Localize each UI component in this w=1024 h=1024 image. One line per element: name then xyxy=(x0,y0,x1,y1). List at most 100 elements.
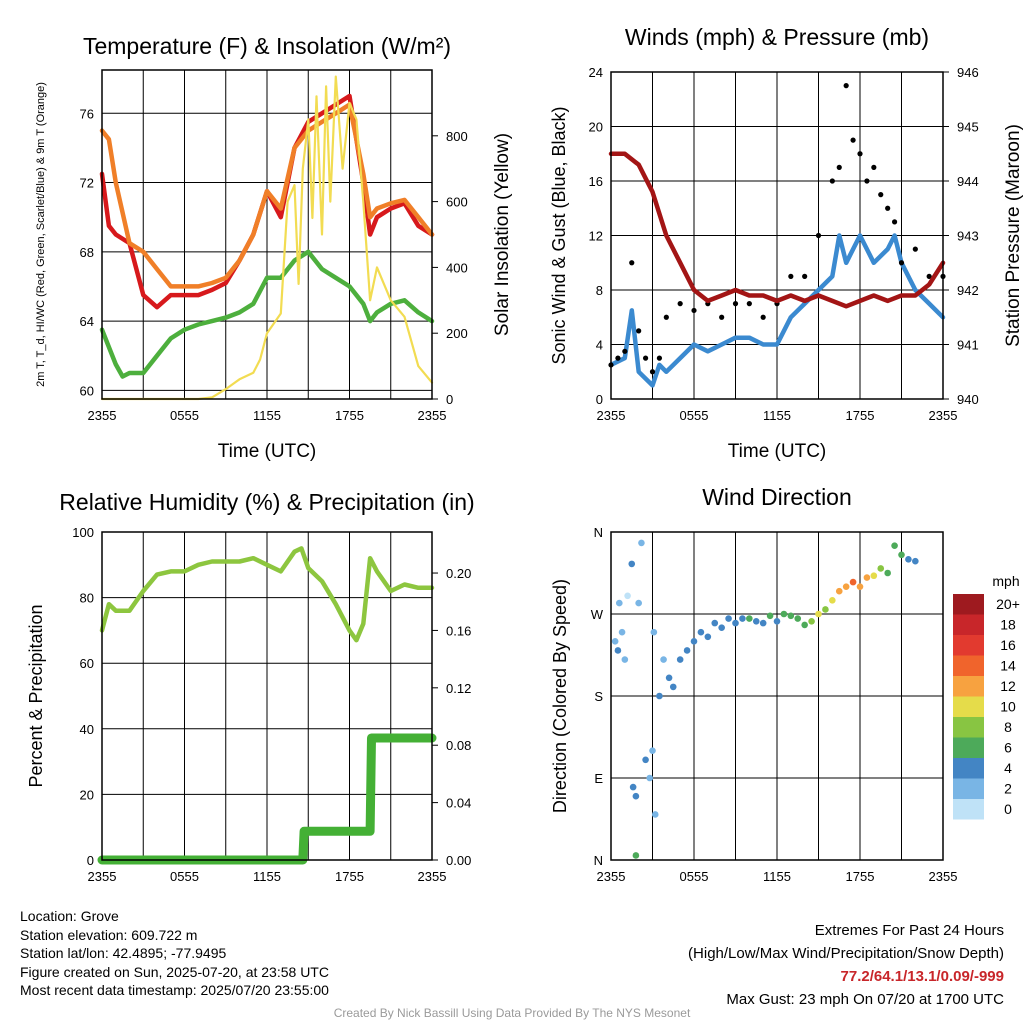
y-tick-label-left: 16 xyxy=(589,174,603,189)
direction-point xyxy=(787,612,795,620)
legend-label: 14 xyxy=(1000,658,1016,674)
gust-marker xyxy=(663,314,669,320)
legend-label: 16 xyxy=(1000,637,1016,653)
gust-marker xyxy=(691,307,697,314)
y-tick-label-right: 0 xyxy=(446,392,453,407)
gust-marker xyxy=(677,301,683,307)
x-tick-label: 2355 xyxy=(597,869,626,884)
direction-point xyxy=(651,811,659,818)
y-tick-label-right: 400 xyxy=(446,260,468,275)
direction-point xyxy=(665,674,673,682)
legend-title: mph xyxy=(992,573,1019,589)
y-tick-label-right: 946 xyxy=(957,65,979,80)
y-tick-label-right: 942 xyxy=(957,283,979,298)
y-tick-label-left: 24 xyxy=(589,65,603,80)
figure-created: Figure created on Sun, 2025-07-20, at 23… xyxy=(20,963,329,980)
gust-marker xyxy=(622,348,628,354)
legend-swatch xyxy=(953,778,984,799)
x-tick-label: 1755 xyxy=(846,869,875,884)
y-tick-label-right: 0.20 xyxy=(446,566,471,581)
y-tick-label-left: 76 xyxy=(80,106,94,121)
gust-marker xyxy=(836,164,842,170)
direction-point xyxy=(642,756,649,764)
legend-swatch xyxy=(953,655,984,676)
direction-point xyxy=(711,619,719,627)
y-tick-label-left: 68 xyxy=(80,245,94,260)
direction-point xyxy=(618,628,626,636)
y-tick-label-right: 200 xyxy=(446,326,468,341)
direction-point xyxy=(766,612,774,620)
plot-frame xyxy=(610,71,944,400)
direction-point xyxy=(773,617,781,625)
direction-point xyxy=(638,539,645,547)
y-tick-label-right: 940 xyxy=(957,392,979,407)
gust-marker xyxy=(615,355,621,361)
y-tick-label-left: 60 xyxy=(80,656,94,671)
y-tick-label-left: 4 xyxy=(596,338,603,353)
y-tick-label-left: S xyxy=(594,689,603,704)
y-tick-label-left: 20 xyxy=(589,120,603,135)
x-tick-label: 2355 xyxy=(929,869,958,884)
direction-point xyxy=(822,606,829,613)
gust-marker xyxy=(642,355,649,361)
y-tick-label-left: 40 xyxy=(80,722,94,737)
series-line-2 xyxy=(608,151,946,309)
y-tick-label-right: 945 xyxy=(957,120,979,135)
direction-point xyxy=(905,556,912,563)
legend-swatch xyxy=(953,717,984,738)
direction-point xyxy=(884,569,891,577)
y-tick-label-left: E xyxy=(594,771,603,786)
direction-point xyxy=(877,565,885,572)
gust-marker xyxy=(760,314,766,320)
direction-point xyxy=(815,610,822,618)
series-line-0 xyxy=(99,546,435,643)
y-tick-label-right: 0.16 xyxy=(446,623,471,638)
extremes-box: Extremes For Past 24 Hours (High/Low/Max… xyxy=(688,919,1004,1011)
y-tick-label-left: 60 xyxy=(80,383,94,398)
gust-marker xyxy=(746,301,752,307)
gust-marker xyxy=(656,355,663,361)
legend-label: 6 xyxy=(1004,740,1012,756)
direction-point xyxy=(624,592,631,600)
gust-marker xyxy=(891,219,898,225)
credit-line: Created By Nick Bassill Using Data Provi… xyxy=(333,1006,691,1020)
x-tick-label: 0555 xyxy=(680,869,709,884)
panel-title: Relative Humidity (%) & Precipitation (i… xyxy=(59,489,474,515)
y-tick-label-left: N xyxy=(594,853,603,868)
direction-point xyxy=(780,610,788,618)
direction-point xyxy=(629,783,637,791)
direction-point xyxy=(704,633,712,641)
direction-point xyxy=(725,615,732,622)
gust-marker xyxy=(864,178,870,184)
y-tick-label-left: 20 xyxy=(80,787,94,802)
series-line-0 xyxy=(608,233,946,388)
y-tick-label-left: 0 xyxy=(596,392,603,407)
extremes-heading: Extremes For Past 24 Hours xyxy=(814,922,1004,939)
x-axis-label: Time (UTC) xyxy=(728,441,827,462)
direction-point xyxy=(660,656,667,663)
panel-title: Winds (mph) & Pressure (mb) xyxy=(625,24,929,50)
legend-swatch xyxy=(953,614,984,635)
y-tick-label-right: 943 xyxy=(957,229,979,244)
y-tick-label-right: 0.00 xyxy=(446,853,471,868)
station-elevation: Station elevation: 609.722 m xyxy=(20,926,198,943)
x-axis-label: Time (UTC) xyxy=(218,441,317,462)
y-axis-label-left: Sonic Wind & Gust (Blue, Black) xyxy=(549,106,569,364)
direction-point xyxy=(835,587,843,595)
direction-point xyxy=(683,647,691,654)
y-axis-label-left: Direction (Colored By Speed) xyxy=(550,579,570,813)
y-axis-label-right: Station Pressure (Maroon) xyxy=(1003,124,1024,347)
y-tick-label-left: 100 xyxy=(72,525,94,540)
y-tick-label-left: W xyxy=(591,607,604,622)
legend-label: 12 xyxy=(1000,678,1016,694)
direction-point xyxy=(676,656,684,663)
x-tick-label: 1155 xyxy=(253,408,281,423)
gust-marker xyxy=(912,246,918,252)
gust-marker xyxy=(878,192,884,198)
direction-point xyxy=(739,615,746,622)
direction-point xyxy=(690,638,698,645)
direction-point xyxy=(801,621,808,629)
x-tick-label: 0555 xyxy=(680,408,709,423)
gust-marker xyxy=(885,205,891,211)
